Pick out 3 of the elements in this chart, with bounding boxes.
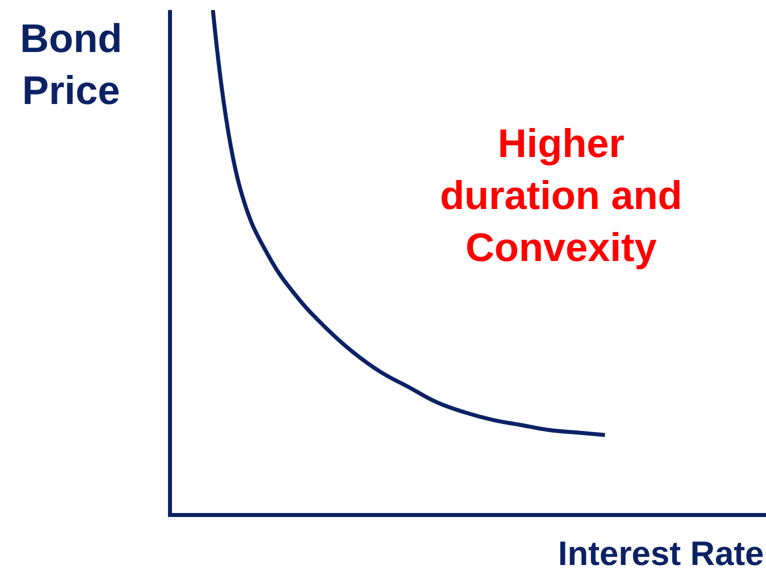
annotation: Higher duration and Convexity [440, 122, 682, 270]
x-axis-title: Interest Rate [558, 535, 764, 573]
y-axis-title: Bond Price [20, 17, 122, 113]
